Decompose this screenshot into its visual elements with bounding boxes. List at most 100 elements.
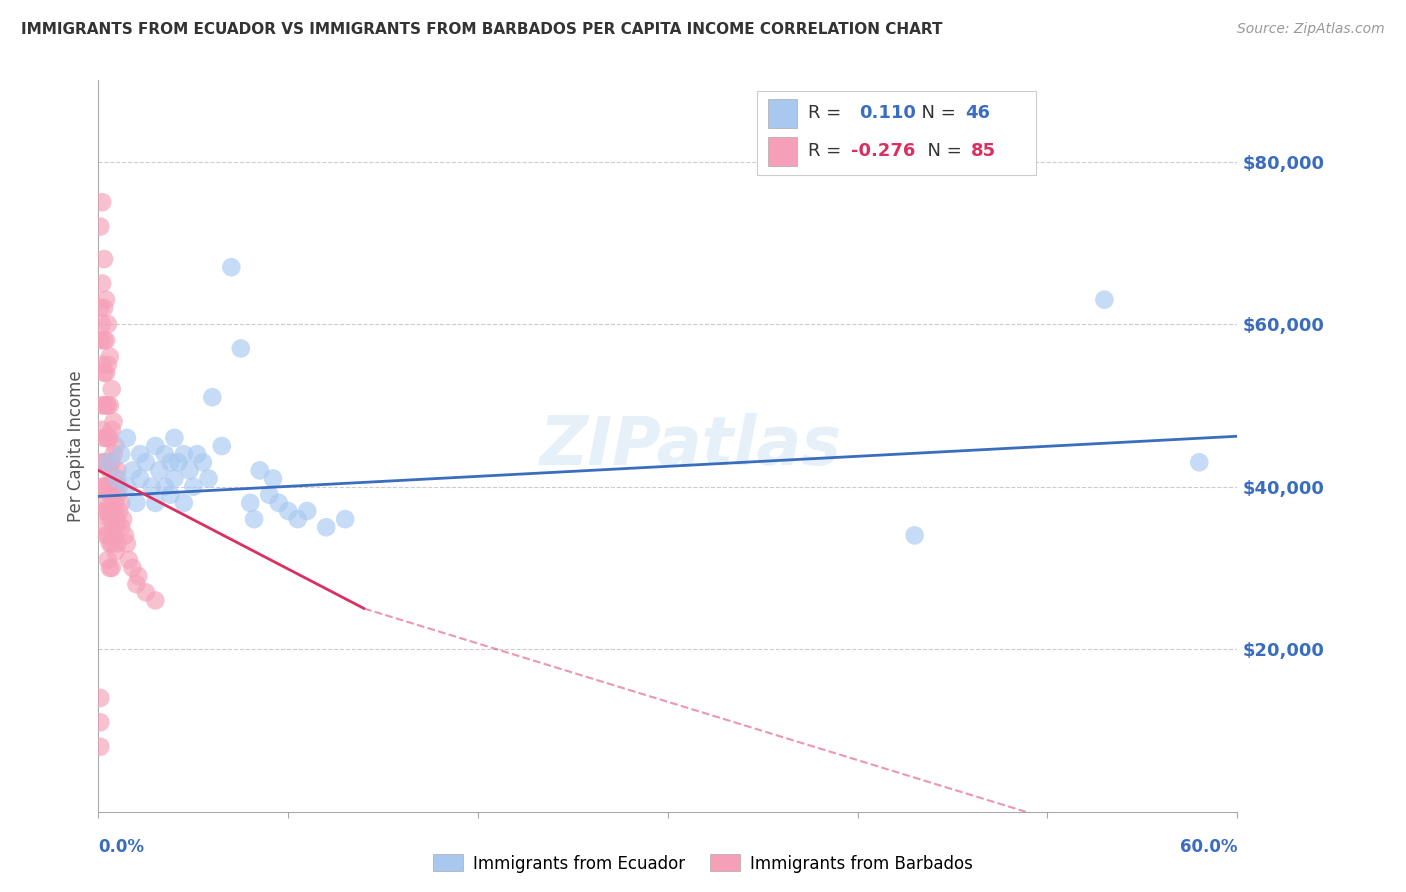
Point	[89, 301, 111, 315]
Point	[173, 496, 195, 510]
Point	[89, 715, 111, 730]
Point	[125, 496, 148, 510]
Point	[179, 463, 201, 477]
Point	[97, 528, 120, 542]
Point	[110, 520, 132, 534]
Point	[100, 488, 122, 502]
Point	[107, 488, 129, 502]
Point	[97, 358, 120, 372]
Bar	[768, 136, 797, 166]
Point	[186, 447, 208, 461]
Point	[249, 463, 271, 477]
Text: 60.0%: 60.0%	[1180, 838, 1237, 856]
Point	[98, 350, 121, 364]
Point	[93, 504, 115, 518]
Point	[89, 334, 111, 348]
Point	[98, 488, 121, 502]
Point	[91, 398, 114, 412]
Point	[108, 480, 131, 494]
Point	[107, 536, 129, 550]
Point	[93, 480, 115, 494]
Point	[315, 520, 337, 534]
Text: Source: ZipAtlas.com: Source: ZipAtlas.com	[1237, 22, 1385, 37]
Point	[97, 455, 120, 469]
Point	[89, 690, 111, 705]
Point	[94, 480, 117, 494]
Point	[104, 471, 127, 485]
Bar	[768, 99, 797, 128]
Point	[297, 504, 319, 518]
Point	[98, 398, 121, 412]
Text: ZIPatlas: ZIPatlas	[540, 413, 842, 479]
Point	[159, 488, 181, 502]
Point	[103, 504, 125, 518]
Point	[93, 398, 115, 412]
Point	[94, 504, 117, 518]
Point	[89, 219, 111, 234]
Point	[135, 585, 157, 599]
Point	[1094, 293, 1116, 307]
Point	[93, 455, 115, 469]
Point	[262, 471, 284, 485]
Point	[100, 423, 122, 437]
Point	[100, 536, 122, 550]
Text: N =: N =	[911, 104, 962, 122]
Point	[104, 439, 127, 453]
Point	[107, 471, 129, 485]
Point	[91, 455, 114, 469]
Text: 85: 85	[970, 142, 995, 161]
Point	[103, 528, 125, 542]
Point	[287, 512, 309, 526]
Point	[229, 342, 252, 356]
Point	[94, 398, 117, 412]
Point	[93, 301, 115, 315]
Text: IMMIGRANTS FROM ECUADOR VS IMMIGRANTS FROM BARBADOS PER CAPITA INCOME CORRELATIO: IMMIGRANTS FROM ECUADOR VS IMMIGRANTS FR…	[21, 22, 942, 37]
Text: 0.110: 0.110	[859, 104, 917, 122]
Point	[173, 447, 195, 461]
Point	[104, 496, 127, 510]
Point	[100, 561, 122, 575]
Point	[163, 471, 186, 485]
Point	[114, 528, 136, 542]
Point	[91, 277, 114, 291]
Point	[97, 480, 120, 494]
Bar	[756, 91, 1036, 176]
Point	[159, 455, 181, 469]
Text: N =: N =	[917, 142, 967, 161]
Point	[98, 431, 121, 445]
Point	[108, 504, 131, 518]
Point	[93, 520, 115, 534]
Point	[91, 358, 114, 372]
Point	[97, 553, 120, 567]
Point	[104, 520, 127, 534]
Point	[163, 431, 186, 445]
Point	[167, 455, 190, 469]
Point	[121, 463, 143, 477]
Text: R =: R =	[808, 104, 846, 122]
Point	[103, 480, 125, 494]
Point	[145, 496, 167, 510]
Text: 0.0%: 0.0%	[98, 838, 145, 856]
Point	[89, 739, 111, 754]
Point	[211, 439, 233, 453]
Point	[115, 431, 138, 445]
Point	[94, 431, 117, 445]
Point	[100, 512, 122, 526]
Point	[221, 260, 243, 275]
Point	[145, 593, 167, 607]
Point	[153, 480, 176, 494]
Point	[277, 504, 299, 518]
Point	[91, 423, 114, 437]
Point	[118, 553, 141, 567]
Point	[98, 561, 121, 575]
Point	[97, 398, 120, 412]
Point	[153, 447, 176, 461]
Text: 46: 46	[965, 104, 990, 122]
Point	[1188, 455, 1211, 469]
Point	[98, 536, 121, 550]
Point	[97, 317, 120, 331]
Point	[259, 488, 281, 502]
Point	[93, 252, 115, 266]
Point	[191, 455, 214, 469]
Point	[100, 455, 122, 469]
